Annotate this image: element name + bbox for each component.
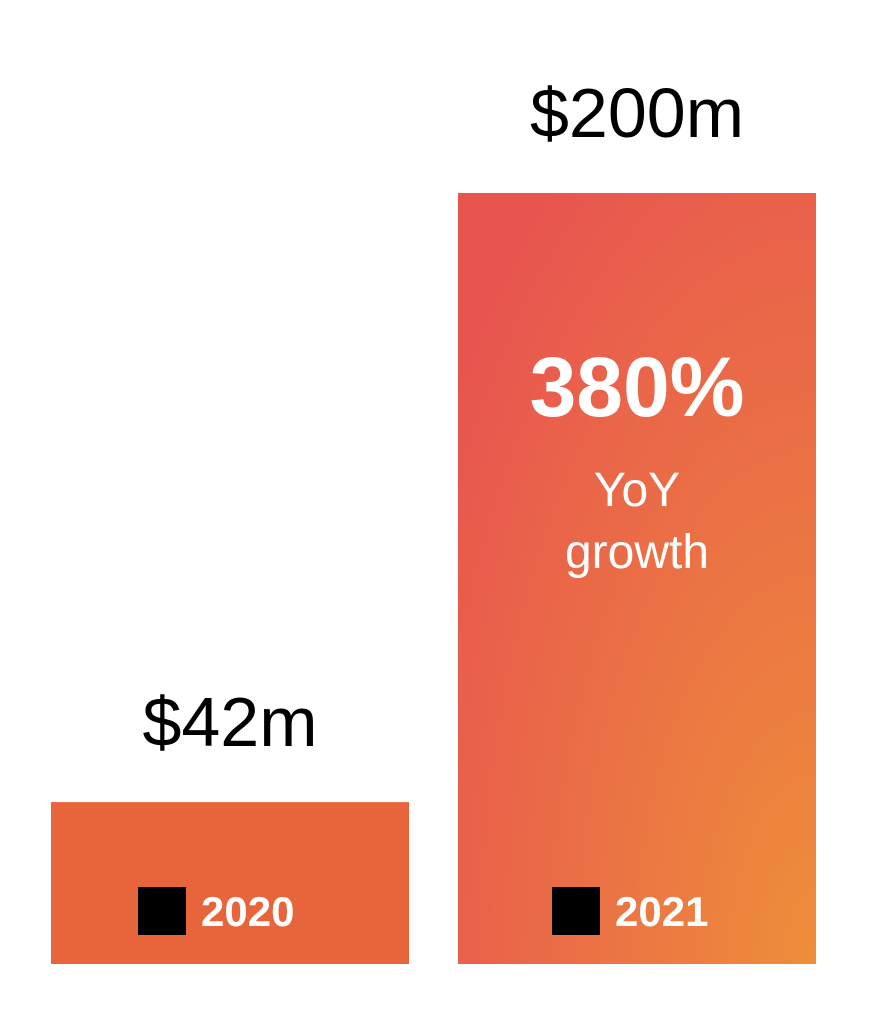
labels-layer: $42m 2020 $200m 2021 380% YoY growth (138, 74, 744, 935)
growth-value: 380% (530, 340, 745, 434)
bar-2021 (458, 193, 816, 964)
bar-2020 (51, 802, 409, 964)
black-square-icon (552, 887, 600, 935)
growth-caption-line2: growth (565, 526, 709, 579)
bars-layer (51, 193, 816, 964)
category-label-2020: 2020 (201, 888, 294, 935)
value-label-2020: $42m (142, 683, 317, 761)
category-label-2021: 2021 (615, 888, 708, 935)
value-label-2021: $200m (530, 74, 744, 152)
growth-caption-line1: YoY (594, 464, 680, 517)
black-square-icon (138, 887, 186, 935)
